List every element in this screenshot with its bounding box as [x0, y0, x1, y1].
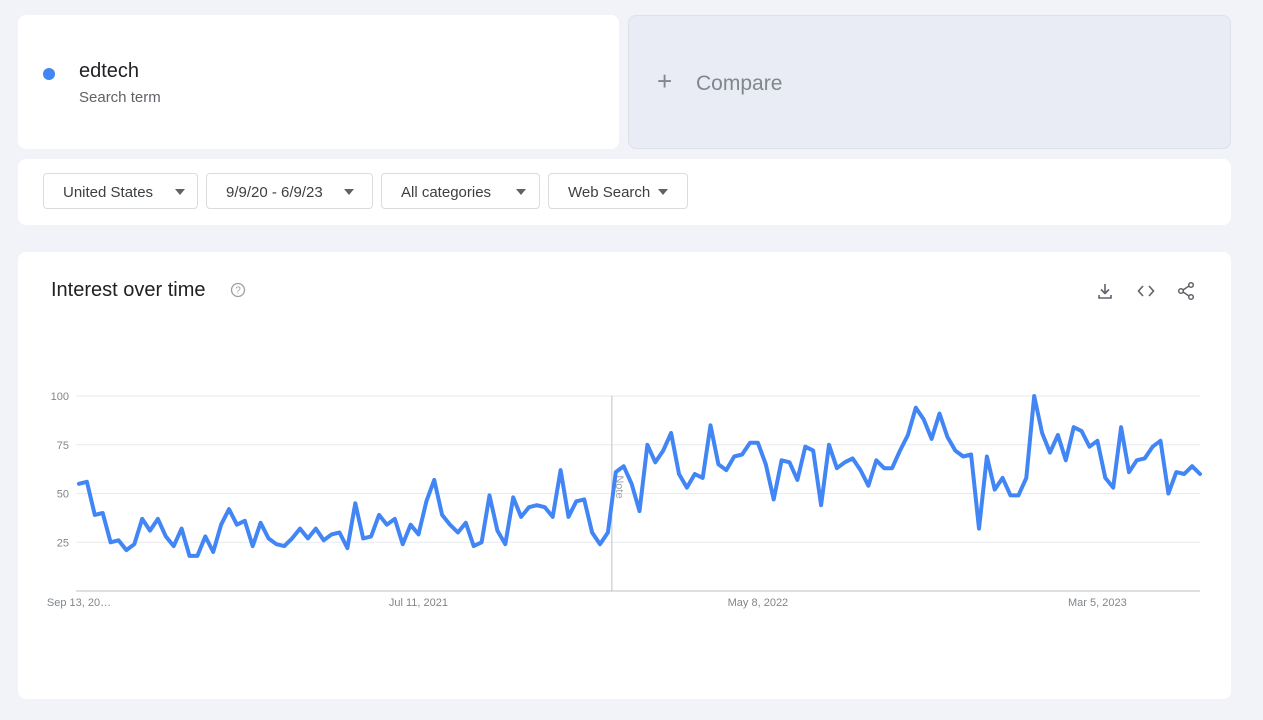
category-filter-label: All categories — [401, 184, 492, 201]
embed-code-icon[interactable] — [1135, 280, 1157, 302]
search-type-filter-dropdown[interactable]: Web Search — [548, 173, 688, 209]
compare-label: Compare — [696, 72, 783, 95]
search-term-subtitle: Search term — [79, 89, 161, 106]
date-range-filter-label: 9/9/20 - 6/9/23 — [226, 184, 323, 201]
x-tick-label: Sep 13, 20… — [47, 597, 111, 609]
help-circle-icon[interactable]: ? — [230, 282, 246, 298]
interest-over-time-card: Interest over time ? 25 50 75 100 Sep 13, 20… — [18, 252, 1231, 699]
y-tick-label: 100 — [51, 391, 69, 403]
category-filter-dropdown[interactable]: All categories — [381, 173, 540, 209]
download-icon[interactable] — [1094, 280, 1116, 302]
y-tick-label: 25 — [57, 537, 69, 549]
chart-title: Interest over time — [51, 279, 206, 301]
compare-button[interactable]: + Compare — [628, 15, 1231, 149]
line-chart: 25 50 75 100 Sep 13, 20… Jul 11, 2021 May 8, 2… — [47, 391, 1202, 609]
y-tick-label: 75 — [57, 440, 69, 452]
search-term-name[interactable]: edtech — [79, 60, 140, 82]
region-filter-dropdown[interactable]: United States — [43, 173, 198, 209]
search-term-card[interactable]: edtech Search term — [18, 15, 619, 149]
series-color-dot — [43, 68, 55, 80]
filter-bar: United States 9/9/20 - 6/9/23 All catego… — [18, 159, 1231, 225]
x-tick-label: Jul 11, 2021 — [389, 597, 448, 609]
region-filter-label: United States — [63, 184, 154, 201]
x-tick-label: Mar 5, 2023 — [1068, 597, 1127, 609]
svg-text:?: ? — [235, 286, 241, 297]
search-type-filter-label: Web Search — [568, 184, 651, 201]
series-line-edtech — [77, 394, 1202, 558]
x-tick-label: May 8, 2022 — [728, 597, 789, 609]
y-tick-label: 50 — [57, 489, 69, 501]
caret-down-icon — [516, 189, 526, 195]
caret-down-icon — [175, 189, 185, 195]
date-range-filter-dropdown[interactable]: 9/9/20 - 6/9/23 — [206, 173, 373, 209]
caret-down-icon — [344, 189, 354, 195]
caret-down-icon — [658, 189, 668, 195]
plus-icon: + — [657, 66, 673, 96]
share-icon[interactable] — [1175, 280, 1197, 302]
